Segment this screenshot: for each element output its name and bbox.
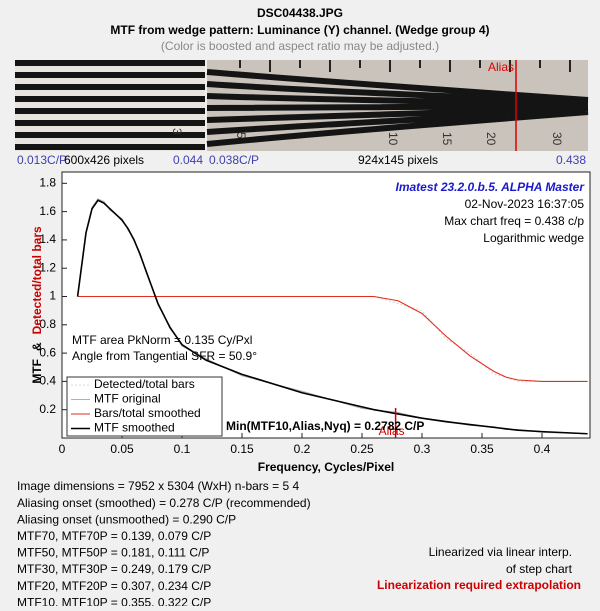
result-line: MTF20, MTF20P = 0.307, 0.234 C/P xyxy=(17,579,211,593)
wedge-start: 0.038C/P xyxy=(209,153,259,167)
result-line: MTF10, MTF10P = 0.355, 0.322 C/P xyxy=(17,595,211,606)
series-line xyxy=(76,199,588,435)
y-tick-label: 0.2 xyxy=(39,402,56,416)
annotation: MTF area PkNorm = 0.135 Cy/Pxl xyxy=(72,333,252,347)
legend-label: MTF smoothed xyxy=(94,421,175,435)
report-note: (Color is boosted and aspect ratio may b… xyxy=(161,39,439,53)
linearization-warning: Linearization required extrapolation xyxy=(377,578,581,592)
plot xyxy=(61,182,588,438)
wedge-start: 0.013C/P xyxy=(17,153,67,167)
wedge-scale: 15 xyxy=(440,132,454,146)
y-tick-label: 0.6 xyxy=(39,345,56,359)
legend-label: Bars/total smoothed xyxy=(94,406,201,420)
annotation: 02-Nov-2023 16:37:05 xyxy=(465,197,585,211)
wedge-scale: 10 xyxy=(386,132,400,146)
wedge-scale: 20 xyxy=(484,132,498,146)
wedge-size: 924x145 pixels xyxy=(358,153,438,167)
x-tick-label: 0.2 xyxy=(294,442,311,456)
x-tick-label: 0.05 xyxy=(110,442,134,456)
alias-label: Alias xyxy=(488,60,514,74)
result-line: MTF50, MTF50P = 0.181, 0.111 C/P xyxy=(17,546,209,560)
y-tick-label: 1.6 xyxy=(39,204,56,218)
alias-label: Alias xyxy=(379,424,405,438)
x-tick-label: 0.35 xyxy=(470,442,494,456)
x-tick-label: 0 xyxy=(59,442,66,456)
y-tick-label: 0.4 xyxy=(39,374,56,388)
x-tick-label: 0.1 xyxy=(174,442,191,456)
linearization-note: of step chart xyxy=(506,562,573,576)
y-tick-label: 1.2 xyxy=(39,260,56,274)
result-line: MTF70, MTF70P = 0.139, 0.079 C/P xyxy=(17,529,211,543)
y-axis-label-part: & xyxy=(30,342,44,351)
result-line: Aliasing onset (smoothed) = 0.278 C/P (r… xyxy=(17,496,311,510)
results: Image dimensions = 7952 x 5304 (WxH) n-b… xyxy=(17,479,581,609)
y-axis-label: MTF & Detected/total bars xyxy=(30,226,44,384)
annotation: Max chart freq = 0.438 c/p xyxy=(444,214,584,228)
legend-label: Detected/total bars xyxy=(94,377,195,391)
wedge-scale: 5 xyxy=(234,132,248,139)
legend xyxy=(66,376,223,437)
y-axis-label-part: MTF xyxy=(30,359,44,384)
y-tick-label: 1.8 xyxy=(39,175,56,189)
annotation: Angle from Tangential SFR = 50.9° xyxy=(72,349,257,363)
wedge-image-right xyxy=(206,60,589,151)
y-tick-label: 1 xyxy=(49,289,56,303)
result-line: Aliasing onset (unsmoothed) = 0.290 C/P xyxy=(17,512,236,526)
wedge-image-left xyxy=(15,60,205,151)
wedge-end: 0.044 xyxy=(173,153,203,167)
wedge-scale: 30 xyxy=(550,132,564,146)
y-axis-label-part: Detected/total bars xyxy=(30,226,44,334)
y-tick-label: 1.4 xyxy=(39,232,56,246)
series-line xyxy=(77,295,588,382)
x-tick-label: 0.3 xyxy=(414,442,431,456)
x-tick-label: 0.25 xyxy=(350,442,374,456)
x-tick-label: 0.4 xyxy=(534,442,551,456)
file-name: DSC04438.JPG xyxy=(257,6,343,20)
result-line: Image dimensions = 7952 x 5304 (WxH) n-b… xyxy=(17,479,299,493)
annotation: Imatest 23.2.0.b.5. ALPHA Master xyxy=(395,180,585,194)
annotation: Logarithmic wedge xyxy=(483,231,584,245)
result-line: MTF30, MTF30P = 0.249, 0.179 C/P xyxy=(17,562,211,576)
wedge-size: 600x426 pixels xyxy=(64,153,144,167)
annotation: Min(MTF10,Alias,Nyq) = 0.2782 C/P xyxy=(226,419,424,433)
wedge-end: 0.438 xyxy=(556,153,586,167)
x-axis-label: Frequency, Cycles/Pixel xyxy=(258,460,395,474)
linearization-note: Linearized via linear interp. xyxy=(429,545,572,559)
y-tick-label: 0.8 xyxy=(39,317,56,331)
report-title: MTF from wedge pattern: Luminance (Y) ch… xyxy=(110,23,489,37)
wedge-scale: 3 xyxy=(170,128,184,135)
legend-label: MTF original xyxy=(94,392,161,406)
x-tick-label: 0.15 xyxy=(230,442,254,456)
